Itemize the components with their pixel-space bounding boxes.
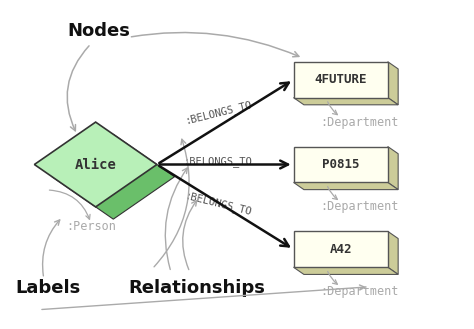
Text: 4FUTURE: 4FUTURE — [314, 73, 367, 86]
Text: :Person: :Person — [66, 220, 116, 233]
FancyBboxPatch shape — [293, 62, 388, 98]
FancyArrowPatch shape — [49, 190, 90, 219]
FancyBboxPatch shape — [293, 146, 388, 183]
FancyArrowPatch shape — [165, 168, 187, 269]
Polygon shape — [388, 231, 398, 274]
FancyArrowPatch shape — [154, 139, 189, 267]
Text: :BELONGS_TO: :BELONGS_TO — [183, 190, 253, 217]
FancyArrowPatch shape — [159, 83, 289, 163]
FancyArrowPatch shape — [159, 166, 289, 246]
Polygon shape — [388, 62, 398, 105]
Polygon shape — [293, 183, 398, 190]
FancyArrowPatch shape — [328, 271, 337, 284]
Polygon shape — [35, 122, 157, 207]
Text: :Department: :Department — [320, 285, 399, 298]
FancyArrowPatch shape — [182, 201, 197, 269]
Polygon shape — [293, 98, 398, 105]
FancyBboxPatch shape — [293, 231, 388, 267]
FancyArrowPatch shape — [160, 161, 288, 168]
Text: :BELONGS_TO: :BELONGS_TO — [184, 156, 253, 167]
FancyArrowPatch shape — [131, 33, 299, 57]
FancyArrowPatch shape — [67, 46, 89, 131]
FancyArrowPatch shape — [328, 102, 337, 114]
Text: Labels: Labels — [16, 279, 81, 297]
Polygon shape — [293, 267, 398, 274]
Polygon shape — [52, 134, 174, 219]
Text: :BELONGS_TO: :BELONGS_TO — [183, 99, 253, 126]
Polygon shape — [388, 146, 398, 190]
Text: Nodes: Nodes — [67, 22, 130, 40]
Text: A42: A42 — [329, 243, 352, 256]
Text: P0815: P0815 — [322, 158, 359, 171]
FancyArrowPatch shape — [42, 285, 365, 310]
Text: Relationships: Relationships — [128, 279, 265, 297]
Text: Alice: Alice — [75, 158, 117, 171]
Text: :Department: :Department — [320, 200, 399, 214]
FancyArrowPatch shape — [328, 187, 337, 199]
FancyArrowPatch shape — [43, 220, 60, 276]
Text: :Department: :Department — [320, 115, 399, 129]
